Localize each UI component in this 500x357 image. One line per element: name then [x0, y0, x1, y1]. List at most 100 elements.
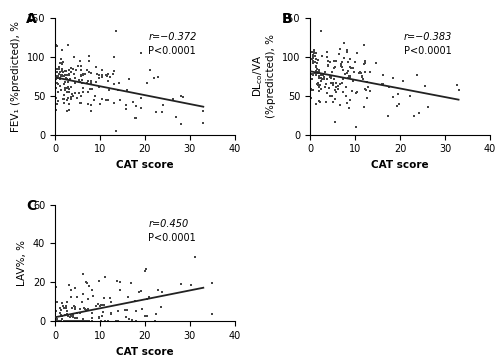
Point — [353, 50, 361, 56]
Point — [68, 312, 76, 318]
Point — [56, 76, 64, 82]
Point — [127, 281, 135, 286]
Point — [65, 71, 73, 77]
Point — [74, 318, 82, 324]
Point — [78, 63, 86, 69]
Point — [312, 50, 320, 55]
Point — [144, 296, 152, 301]
Point — [310, 59, 318, 64]
Point — [87, 70, 95, 76]
Point — [52, 80, 60, 86]
Point — [84, 89, 92, 95]
Point — [53, 318, 61, 324]
Point — [314, 81, 322, 86]
Point — [415, 110, 423, 115]
Y-axis label: DL$_\mathrm{co}$/VA
(%predicted), %: DL$_\mathrm{co}$/VA (%predicted), % — [251, 34, 276, 118]
Point — [78, 299, 86, 305]
Point — [318, 28, 326, 34]
Point — [76, 306, 84, 312]
Point — [54, 300, 62, 305]
Point — [142, 268, 150, 274]
Point — [68, 306, 76, 311]
Point — [62, 318, 70, 324]
Point — [88, 310, 96, 316]
Point — [320, 76, 328, 82]
Point — [332, 58, 340, 64]
Point — [79, 291, 87, 297]
Point — [340, 55, 348, 61]
Point — [318, 76, 326, 81]
Point — [69, 318, 77, 324]
Point — [316, 85, 324, 90]
Point — [54, 318, 62, 324]
Point — [339, 67, 347, 72]
Point — [74, 63, 82, 69]
Point — [85, 54, 93, 59]
Point — [313, 60, 321, 66]
Point — [344, 70, 351, 75]
Point — [57, 73, 65, 79]
Point — [61, 85, 69, 91]
Point — [58, 316, 66, 321]
Point — [316, 89, 324, 94]
Point — [68, 313, 76, 319]
Point — [64, 318, 72, 324]
Point — [110, 100, 118, 106]
Point — [76, 100, 84, 106]
Point — [76, 80, 84, 85]
Point — [310, 50, 318, 56]
Point — [312, 64, 320, 69]
Text: r=−0.372: r=−0.372 — [148, 32, 197, 42]
Point — [378, 81, 386, 87]
Point — [338, 80, 346, 86]
Point — [312, 72, 320, 77]
Point — [61, 318, 69, 324]
Point — [58, 73, 66, 79]
Point — [64, 95, 72, 101]
Point — [112, 128, 120, 134]
Point — [102, 97, 110, 103]
Point — [360, 104, 368, 110]
Point — [56, 72, 64, 78]
Point — [384, 114, 392, 119]
Text: P<0.0001: P<0.0001 — [148, 46, 196, 56]
Point — [200, 109, 207, 114]
Text: r=0.450: r=0.450 — [148, 218, 188, 228]
Point — [334, 86, 342, 92]
Point — [314, 70, 322, 76]
Point — [72, 311, 80, 316]
Point — [72, 75, 80, 81]
Point — [52, 285, 60, 290]
Point — [172, 114, 180, 119]
Point — [66, 318, 74, 324]
Point — [158, 109, 166, 114]
Point — [76, 77, 84, 83]
Point — [60, 73, 68, 79]
Point — [83, 307, 91, 313]
Point — [96, 101, 104, 107]
Point — [84, 101, 92, 107]
Point — [331, 64, 339, 69]
Point — [424, 104, 432, 110]
Point — [390, 75, 398, 81]
Point — [66, 287, 74, 293]
Point — [130, 99, 138, 104]
Point — [88, 86, 96, 92]
Point — [360, 58, 368, 64]
Point — [54, 75, 62, 81]
Point — [324, 62, 332, 68]
Point — [70, 54, 78, 60]
Point — [76, 100, 84, 106]
Point — [342, 71, 349, 76]
Point — [63, 76, 71, 82]
Point — [53, 318, 61, 324]
Point — [56, 76, 64, 81]
Point — [110, 81, 118, 87]
Point — [60, 96, 68, 102]
Point — [53, 318, 61, 324]
Point — [58, 66, 66, 72]
Point — [96, 314, 104, 320]
Point — [314, 69, 322, 75]
Point — [316, 99, 324, 105]
Point — [56, 84, 64, 89]
